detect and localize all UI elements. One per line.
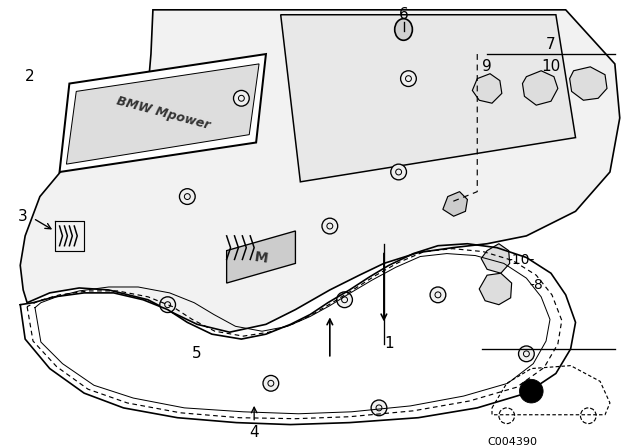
Circle shape (234, 90, 249, 106)
Circle shape (371, 400, 387, 416)
Text: C004390: C004390 (487, 437, 537, 448)
Text: 3: 3 (19, 209, 28, 224)
Polygon shape (522, 71, 558, 105)
Circle shape (520, 379, 543, 403)
Polygon shape (227, 231, 296, 283)
Text: 2: 2 (25, 69, 35, 84)
Circle shape (337, 292, 353, 308)
Polygon shape (443, 192, 467, 216)
Circle shape (322, 218, 338, 234)
Text: 10: 10 (541, 59, 561, 74)
Circle shape (430, 287, 446, 303)
Polygon shape (281, 15, 575, 182)
Polygon shape (570, 67, 607, 100)
Text: 5: 5 (193, 346, 202, 362)
Polygon shape (67, 64, 259, 164)
Text: 6: 6 (399, 7, 408, 22)
Polygon shape (472, 74, 502, 103)
Text: BMW Mpower: BMW Mpower (115, 94, 211, 132)
Ellipse shape (395, 19, 412, 40)
Text: -8: -8 (529, 278, 543, 292)
Circle shape (160, 297, 175, 313)
Circle shape (179, 189, 195, 204)
Text: 4: 4 (250, 425, 259, 440)
Polygon shape (60, 54, 266, 172)
Polygon shape (20, 10, 620, 332)
Text: M: M (253, 250, 269, 265)
Circle shape (401, 71, 416, 86)
Circle shape (391, 164, 406, 180)
Polygon shape (481, 244, 509, 273)
Polygon shape (479, 273, 511, 305)
Text: 1: 1 (384, 336, 394, 352)
Text: -10-: -10- (508, 254, 535, 267)
Text: 9: 9 (482, 59, 492, 74)
Circle shape (263, 375, 279, 391)
Text: 7: 7 (546, 37, 556, 52)
Circle shape (518, 346, 534, 362)
